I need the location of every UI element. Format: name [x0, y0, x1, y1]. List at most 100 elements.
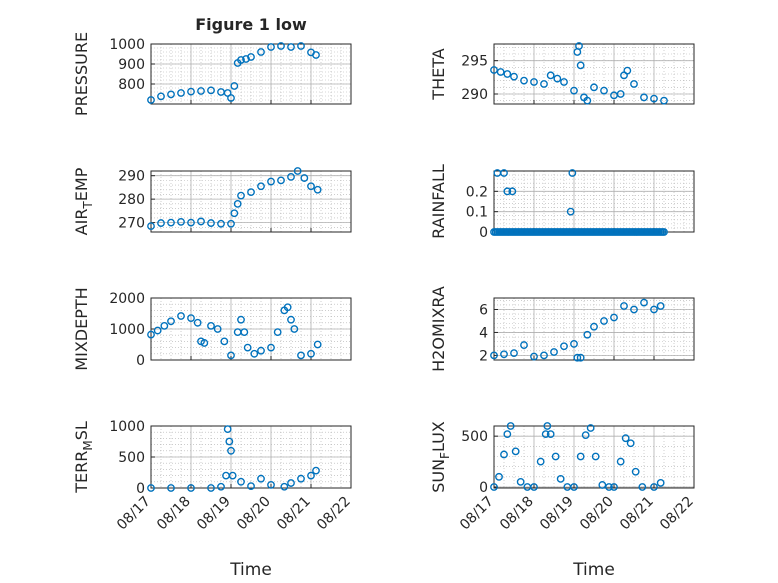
- y-axis-label: AIRTEMP: [72, 167, 95, 235]
- data-point: [650, 94, 658, 103]
- data-series: [490, 42, 668, 105]
- data-point: [247, 53, 255, 61]
- axes-box: [493, 297, 695, 361]
- y-axis-label: TERRMSL: [72, 421, 95, 494]
- data-point: [540, 80, 548, 88]
- subplot-theta: 290 295 THETA: [429, 42, 695, 105]
- data-point: [640, 93, 648, 102]
- data-point: [293, 167, 302, 175]
- data-point: [230, 209, 239, 218]
- subplot-h2omixra: 2 4 6 H2OMIXRA: [429, 286, 695, 372]
- data-point: [610, 483, 618, 491]
- data-point: [626, 439, 635, 448]
- y-tick-label: 2000: [109, 291, 145, 307]
- data-point: [556, 474, 565, 483]
- data-point: [287, 172, 295, 181]
- data-point: [297, 351, 305, 360]
- y-tick-label: 0: [136, 353, 145, 369]
- data-series: [147, 42, 320, 104]
- data-point: [147, 222, 155, 231]
- data-point: [503, 70, 512, 78]
- axes-box: [150, 170, 352, 233]
- subplot-mixdepth: 0 1000 2000 MIXDEPTH: [72, 287, 352, 371]
- data-point: [290, 325, 299, 333]
- data-point: [177, 89, 185, 97]
- data-point: [233, 328, 242, 336]
- y-tick-label: 1000: [109, 322, 145, 338]
- data-point: [193, 318, 202, 327]
- data-point: [283, 303, 292, 312]
- data-point: [546, 430, 555, 439]
- data-point: [307, 349, 315, 358]
- data-point: [573, 353, 582, 362]
- data-series: [147, 425, 320, 492]
- data-point: [217, 219, 225, 228]
- data-point: [307, 182, 315, 191]
- data-point: [227, 351, 235, 360]
- data-point: [220, 337, 229, 346]
- data-point: [187, 87, 195, 96]
- data-point: [287, 479, 295, 487]
- x-tick-label: 08/19: [194, 494, 234, 534]
- data-point: [543, 422, 552, 430]
- data-point: [313, 340, 322, 349]
- data-point: [167, 317, 175, 326]
- data-point: [600, 317, 608, 325]
- data-point: [277, 176, 285, 185]
- data-point: [228, 471, 237, 480]
- data-point: [277, 42, 285, 50]
- x-tick-label: 08/22: [657, 494, 697, 534]
- data-point: [207, 86, 215, 95]
- data-point: [660, 96, 668, 105]
- data-point: [237, 315, 245, 324]
- data-point: [177, 218, 185, 226]
- data-point: [230, 82, 239, 90]
- data-point: [598, 481, 607, 489]
- data-point: [496, 68, 505, 76]
- data-point: [257, 474, 265, 483]
- y-tick-label: 800: [118, 77, 145, 93]
- data-point: [623, 66, 632, 75]
- y-axis-label: PRESSURE: [72, 32, 91, 116]
- data-point: [223, 425, 232, 433]
- data-point: [570, 86, 578, 95]
- y-tick-label: 1000: [109, 37, 145, 53]
- subplot-sun: 08/17 08/18 08/19 08/20 08/21 08/22 0 500 SUNFLU…: [429, 421, 697, 533]
- data-point: [560, 78, 568, 86]
- data-point: [605, 483, 613, 491]
- x-tick-label: 08/21: [617, 494, 657, 534]
- x-tick-label: 08/20: [234, 494, 274, 534]
- data-point: [500, 169, 508, 177]
- data-point: [207, 484, 215, 492]
- data-point: [650, 483, 658, 491]
- data-point: [157, 219, 165, 227]
- data-point: [300, 174, 309, 182]
- data-point: [147, 484, 155, 492]
- data-point: [490, 483, 498, 491]
- data-point: [495, 472, 503, 481]
- y-tick-label: 6: [479, 302, 488, 318]
- data-point: [630, 80, 638, 88]
- data-point: [147, 96, 155, 104]
- data-point: [207, 321, 215, 330]
- y-axis-label: THETA: [429, 48, 448, 100]
- data-point: [510, 349, 518, 358]
- axes-box: [150, 43, 352, 105]
- x-tick-label: 08/18: [154, 494, 194, 534]
- y-tick-label: 4: [479, 325, 488, 341]
- data-point: [243, 343, 252, 352]
- data-point: [553, 74, 562, 83]
- data-point: [638, 483, 647, 491]
- data-point: [546, 71, 555, 80]
- data-point: [237, 477, 245, 486]
- data-point: [287, 43, 295, 51]
- data-point: [576, 452, 585, 461]
- x-tick-label: 08/21: [274, 494, 314, 534]
- data-point: [510, 72, 518, 81]
- data-point: [233, 199, 242, 208]
- y-tick-label: 0.2: [466, 184, 488, 200]
- data-point: [581, 431, 590, 440]
- data-point: [312, 51, 320, 59]
- data-point: [583, 96, 592, 105]
- data-point: [508, 187, 517, 196]
